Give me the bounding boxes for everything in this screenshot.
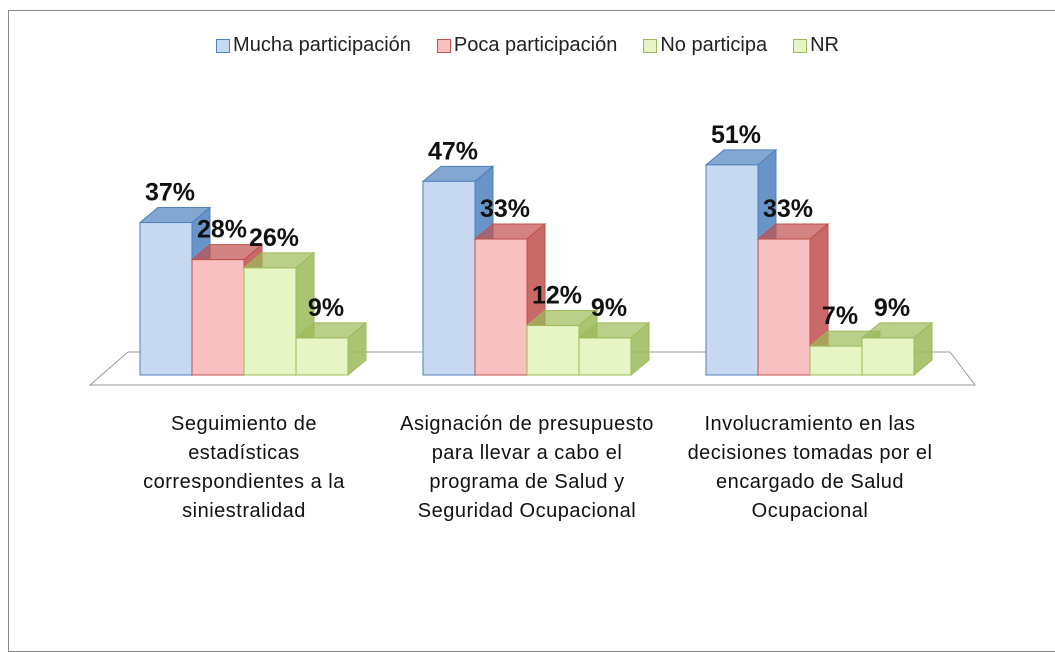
value-label: 33% — [480, 195, 530, 223]
bar — [422, 180, 476, 376]
value-label: 37% — [145, 179, 195, 207]
bar — [474, 238, 528, 376]
bars: 37%28% 26% 9% 47% 33% 12% 9% 51% 33% 7% 9% — [138, 121, 934, 377]
value-label: 7% — [822, 302, 858, 330]
legend-swatch — [436, 38, 451, 53]
value-label: 51% — [711, 121, 761, 149]
x-tick-label: Involucramiento en las decisiones tomada… — [687, 413, 933, 522]
legend-label: NR — [810, 34, 839, 56]
value-label: 26% — [249, 224, 299, 252]
bar — [578, 337, 632, 376]
bar — [139, 222, 193, 376]
value-label: 12% — [532, 282, 582, 310]
value-label: 9% — [874, 294, 910, 322]
legend-swatch — [643, 38, 658, 53]
legend-swatch — [216, 38, 231, 53]
value-label: 47% — [428, 137, 478, 165]
legend-label: Poca participación — [453, 34, 618, 56]
legend-label: No participa — [660, 34, 768, 56]
legend-item: Poca participación — [436, 34, 618, 57]
x-tick-label: Asignación de presupuesto para llevar a … — [400, 413, 654, 522]
bar — [295, 337, 349, 376]
x-tick-label: Seguimiento de estadísticas correspondie… — [143, 413, 345, 522]
legend-item: NR — [793, 34, 839, 57]
legend-swatch — [793, 38, 808, 53]
legend: Mucha participación Poca participación No … — [0, 34, 1055, 57]
bar — [191, 259, 245, 376]
value-label: 9% — [591, 294, 627, 322]
legend-item: Mucha participación — [216, 34, 411, 57]
bar — [243, 267, 297, 376]
legend-item: No participa — [643, 34, 767, 57]
page: Mucha participación Poca participación No … — [0, 10, 1055, 652]
bar — [705, 164, 759, 376]
bar — [809, 345, 863, 376]
bar — [757, 238, 811, 376]
bar — [861, 337, 915, 376]
legend-label: Mucha participación — [233, 34, 411, 56]
value-label: 9% — [308, 294, 344, 322]
bar — [526, 325, 580, 376]
value-label: 33% — [763, 195, 813, 223]
chart: 37%28% 26% 9% 47% 33% 12% 9% 51% 33% 7% 9% — [88, 121, 977, 386]
value-label: 28% — [197, 216, 247, 244]
